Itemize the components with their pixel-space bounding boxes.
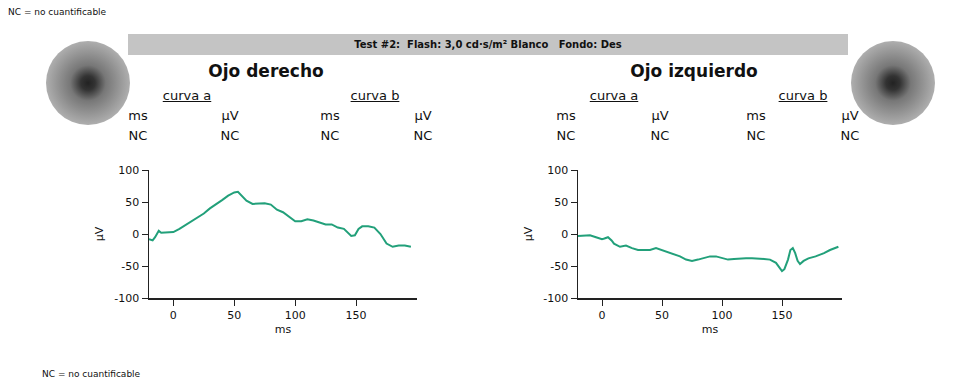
- html-text:NC: NC: [650, 128, 670, 143]
- html-text:ms: ms: [128, 108, 148, 123]
- svg-text:0: 0: [132, 228, 139, 241]
- svg-text:ms: ms: [702, 323, 719, 336]
- html-text:µV: µV: [841, 108, 859, 123]
- html-text:NC = no cuantificable: NC = no cuantificable: [8, 7, 107, 17]
- svg-text:100: 100: [285, 309, 306, 322]
- svg-text:µV: µV: [93, 226, 106, 241]
- svg-text:0: 0: [561, 228, 568, 241]
- html-text:NC: NC: [840, 128, 860, 143]
- html-text:NC: NC: [556, 128, 576, 143]
- html-text:curva b: curva b: [778, 88, 828, 103]
- html-text:NC: NC: [220, 128, 240, 143]
- html-text:NC: NC: [320, 128, 340, 143]
- svg-text:50: 50: [125, 196, 139, 209]
- html-text:ms: ms: [556, 108, 576, 123]
- svg-text:150: 150: [346, 309, 367, 322]
- html-text:curva b: curva b: [350, 88, 400, 103]
- html-text:µV: µV: [221, 108, 239, 123]
- svg-text:0: 0: [170, 309, 177, 322]
- html-text:NC: NC: [128, 128, 148, 143]
- svg-text:µV: µV: [522, 226, 535, 241]
- html-text:µV: µV: [651, 108, 669, 123]
- html-text:NC = no cuantificable: NC = no cuantificable: [42, 369, 141, 379]
- svg-text:100: 100: [547, 164, 568, 177]
- svg-text:150: 150: [772, 309, 793, 322]
- html-text:ms: ms: [746, 108, 766, 123]
- svg-text:ms: ms: [275, 323, 292, 336]
- html-text:Test #2: Flash: 3,0 cd·s/m² Bl: Test #2: Flash: 3,0 cd·s/m² Blanco Fondo…: [354, 39, 622, 50]
- html-text:ms: ms: [320, 108, 340, 123]
- svg-text:0: 0: [599, 309, 606, 322]
- svg-text:50: 50: [655, 309, 669, 322]
- svg-text:-50: -50: [121, 260, 139, 273]
- html-text:curva a: curva a: [162, 88, 212, 103]
- svg-text:-100: -100: [543, 292, 568, 305]
- html-text:µV: µV: [414, 108, 432, 123]
- svg-text:100: 100: [712, 309, 733, 322]
- html-text:curva a: curva a: [589, 88, 639, 103]
- html-text:NC: NC: [413, 128, 433, 143]
- svg-text:-50: -50: [550, 260, 568, 273]
- svg-text:50: 50: [554, 196, 568, 209]
- svg-text:100: 100: [118, 164, 139, 177]
- html-text:NC: NC: [746, 128, 766, 143]
- svg-text:-100: -100: [114, 292, 139, 305]
- svg-text:50: 50: [227, 309, 241, 322]
- html-text:Ojo derecho: Ojo derecho: [208, 61, 324, 81]
- html-text:Ojo izquierdo: Ojo izquierdo: [630, 61, 758, 81]
